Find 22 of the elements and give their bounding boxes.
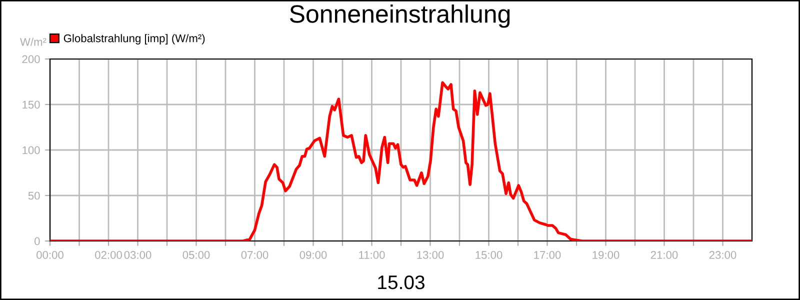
x-tick-label: 09:00	[300, 251, 327, 259]
x-tick-label: 21:00	[650, 251, 678, 259]
x-tick-label: 00:00	[36, 251, 64, 259]
x-tick-label: 15:00	[476, 251, 502, 259]
x-tick-label: 17:00	[534, 251, 561, 259]
y-axis-title: W/m²	[20, 38, 46, 46]
x-tick-label: 19:00	[592, 251, 620, 259]
x-axis-title: 15.03	[378, 275, 424, 290]
y-tick-label: 100	[22, 146, 40, 154]
y-tick-label: 0	[34, 237, 40, 246]
x-tick-label: 07:00	[241, 251, 268, 259]
y-tick-label: 200	[22, 55, 40, 64]
chart-title: Sonneneinstrahlung	[290, 4, 510, 28]
y-tick-label: 150	[22, 100, 40, 109]
x-tick-label: 05:00	[182, 251, 210, 259]
x-tick-label: 23:00	[709, 251, 736, 259]
x-tick-label: 03:00	[124, 251, 152, 259]
x-tick-label: 11:00	[359, 251, 385, 259]
legend-label: Globalstrahlung [imp] (W/m²)	[64, 34, 205, 44]
y-tick-label: 50	[28, 192, 40, 200]
x-tick-label: 13:00	[417, 251, 444, 259]
x-tick-label: 02:00	[95, 251, 122, 259]
